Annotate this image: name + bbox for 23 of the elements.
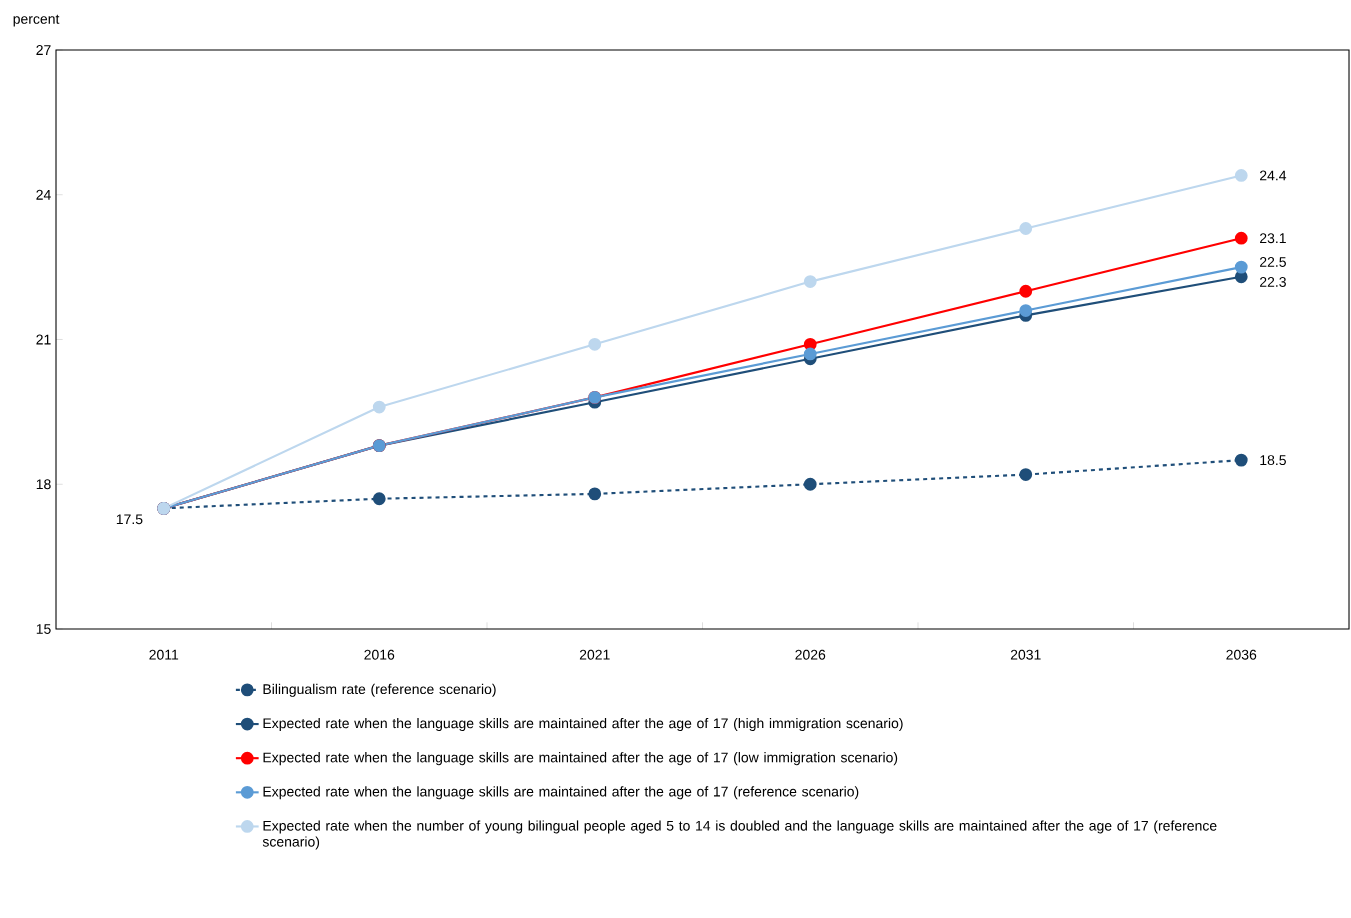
- data-label: 22.5: [1260, 257, 1286, 267]
- data-label: 17.5: [116, 514, 143, 525]
- legend-label: Expected rate when the language skills are maintained after the age of 17 (low immigration scenario): [263, 752, 898, 766]
- legend-label: Expected rate when the language skills are maintained after the age of 17 (reference scenario): [263, 786, 859, 800]
- data-label: 22.3: [1260, 277, 1286, 287]
- x-tick-label: 2026: [795, 649, 826, 660]
- y-tick-label: 15: [36, 624, 51, 634]
- x-tick-label: 2031: [1010, 649, 1041, 660]
- y-tick-label: 27: [36, 45, 51, 55]
- legend-label: Expected rate when the number of young bilingual people aged 5 to 14 is doubled and the language skills are maintained after the age of 17 (reference scenario): [262, 820, 1217, 850]
- data-label: 23.1: [1260, 233, 1286, 244]
- legend-label: Bilingualism rate (reference scenario): [263, 683, 496, 697]
- y-tick-label: 21: [36, 334, 51, 345]
- legend-label: Expected rate when the language skills are maintained after the age of 17 (high immigration scenario): [263, 717, 903, 732]
- y-tick-label: 24: [36, 189, 51, 200]
- y-tick-label: 18: [36, 479, 51, 490]
- x-tick-label: 2016: [364, 649, 395, 660]
- data-label: 24.4: [1260, 170, 1287, 181]
- data-label: 18.5: [1260, 455, 1286, 466]
- x-tick-label: 2036: [1226, 649, 1257, 660]
- x-tick-label: 2021: [579, 649, 610, 660]
- y-axis-title: percent: [13, 14, 60, 27]
- x-tick-label: 2011: [149, 649, 179, 660]
